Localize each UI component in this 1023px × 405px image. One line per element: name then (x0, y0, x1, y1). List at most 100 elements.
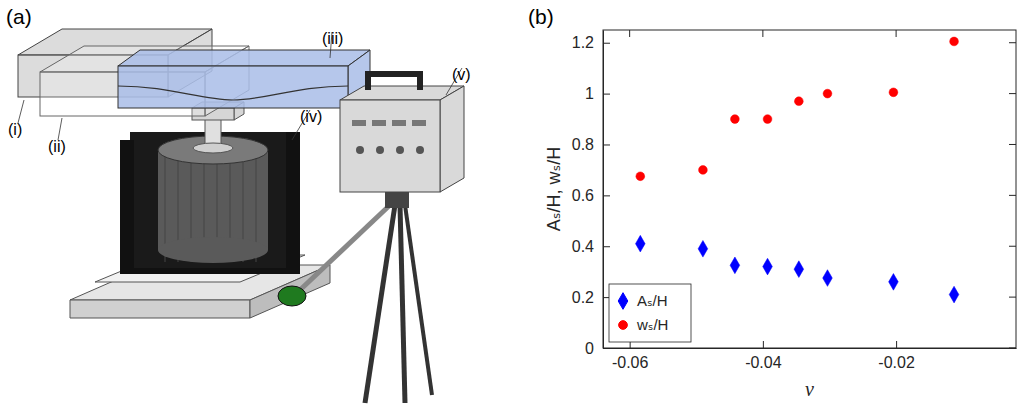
tripod-handle (300, 205, 390, 290)
shaft-base (193, 143, 233, 153)
x-tick-mark (896, 341, 897, 348)
x-axis-title: ν (805, 378, 814, 400)
y-axis-title: Aₛ/H, wₛ/H (544, 147, 564, 231)
part-label: (v) (452, 66, 471, 83)
marks (635, 37, 958, 303)
wave (118, 86, 348, 100)
y-tick-label: 0.4 (572, 238, 594, 255)
x-tick-mark-top (896, 30, 897, 37)
point (699, 166, 708, 175)
leader-line (18, 100, 24, 123)
box-top (118, 50, 370, 66)
y-tick-mark (603, 144, 610, 145)
tripod-leg (405, 205, 432, 395)
handle-grip (278, 286, 306, 306)
x-tick: -0.02 (878, 341, 915, 371)
point (889, 274, 899, 291)
point (698, 240, 708, 257)
shaker-back (130, 132, 290, 272)
tripod-leg (365, 205, 395, 403)
panel-label: (a) (6, 5, 32, 28)
part-label: (iv) (300, 108, 322, 125)
y-tick-mark-right (1009, 195, 1016, 196)
point (794, 97, 803, 106)
legend-box (609, 284, 691, 342)
y-tick-mark (603, 246, 610, 247)
y-tick: 0 (585, 340, 610, 357)
illustration: (i) (ii) (iii) (iv) (v) (8, 29, 471, 403)
y-tick-mark (603, 43, 610, 44)
box-front (118, 66, 348, 108)
x-tick-mark-top (762, 30, 763, 37)
y-tick: 0.4 (572, 238, 610, 255)
part-label: (ii) (48, 138, 66, 155)
y-tick-mark-right (1009, 246, 1016, 247)
y-tick-label: 1 (585, 85, 594, 102)
y-tick: 1.2 (572, 34, 610, 51)
legend: Aₛ/Hwₛ/H (609, 284, 691, 342)
box-front (340, 100, 440, 192)
shaker-body (158, 150, 268, 250)
point (730, 257, 740, 274)
shaker-wall-left (120, 140, 134, 272)
y-tick: 0.8 (572, 136, 610, 153)
base-plate-front (70, 300, 250, 318)
y-axis: 0 0.2 0.4 0.6 0.8 1 1.2 (572, 31, 610, 357)
tank-iii (118, 50, 370, 108)
plot-frame (603, 30, 1016, 348)
y-tick-mark-right (1009, 144, 1016, 145)
shaker-wall-right (286, 132, 300, 272)
x-tick-mark (763, 341, 764, 348)
camera-panel (372, 120, 386, 126)
figure: (i)(ii)(iii)(iv)(v)(a)(b)-0.06-0.04-0.02… (0, 0, 1023, 405)
y-tick-label: 0 (585, 340, 594, 357)
x-axis-line (604, 348, 1017, 349)
point (794, 261, 804, 278)
y-tick-label: 0.2 (572, 289, 594, 306)
tripod-leg (400, 205, 405, 403)
y-tick-mark-right (1009, 297, 1016, 298)
y-tick-mark (603, 94, 610, 95)
x-tick-label: -0.02 (878, 354, 915, 371)
x-tick: -0.06 (612, 341, 649, 371)
point (949, 286, 959, 303)
point (889, 88, 898, 97)
x-tick: -0.04 (745, 341, 782, 371)
box-side (440, 86, 464, 192)
camera (340, 74, 464, 192)
y-tick-mark-right (1009, 348, 1016, 349)
x-tick-label: -0.04 (745, 354, 782, 371)
legend-marker (619, 321, 628, 330)
camera-knob (356, 146, 364, 154)
y-tick-mark-right (1009, 42, 1016, 43)
camera-panel (412, 120, 426, 126)
y-tick-label: 1.2 (572, 34, 594, 51)
x-tick-mark-top (629, 30, 630, 37)
point (763, 115, 772, 124)
leader-line (58, 118, 62, 140)
x-axis: -0.06 -0.04 -0.02 (604, 341, 1017, 371)
point (636, 172, 645, 181)
legend-label: wₛ/H (636, 316, 668, 333)
camera-panel (352, 120, 366, 126)
point (950, 37, 959, 46)
part-label: (iii) (322, 30, 343, 47)
point (635, 235, 645, 252)
y-tick-label: 0.8 (572, 136, 594, 153)
part-label: (i) (8, 121, 22, 138)
camera-knob (396, 146, 404, 154)
shaker-bottom (158, 237, 268, 263)
y-tick: 1 (585, 85, 610, 102)
tripod-head (385, 192, 409, 208)
point (823, 270, 833, 287)
legend-marker (618, 293, 628, 310)
y-tick-mark (603, 195, 610, 196)
camera-knob (376, 146, 384, 154)
y-tick: 0.2 (572, 289, 610, 306)
point (763, 258, 773, 275)
y-axis-line (603, 31, 604, 349)
y-tick-label: 0.6 (572, 187, 594, 204)
camera-knob (416, 146, 424, 154)
y-tick-mark (603, 348, 610, 349)
shaker-floor (120, 268, 300, 274)
